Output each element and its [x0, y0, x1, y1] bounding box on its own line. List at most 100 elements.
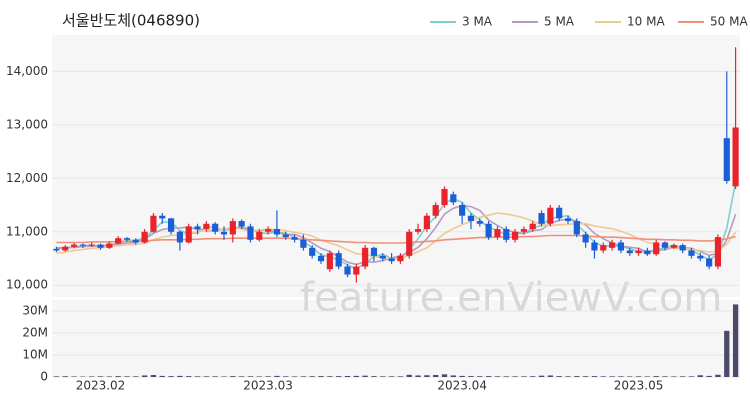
volume-bar: [521, 376, 527, 377]
volume-bar: [159, 375, 165, 377]
candle-body: [344, 266, 351, 275]
candle-body: [194, 226, 201, 230]
volume-bar: [150, 375, 157, 377]
volume-bar: [133, 376, 139, 377]
candle-body: [520, 229, 527, 232]
candle-body: [723, 138, 730, 181]
candle-body: [661, 242, 669, 248]
volume-bar: [556, 376, 562, 377]
volume-bar: [485, 376, 492, 377]
x-tick-label: 2023.03: [243, 379, 293, 393]
candle-body: [247, 226, 254, 240]
candle-body: [53, 248, 60, 251]
ma-line: [56, 212, 737, 260]
candle-body: [617, 242, 625, 251]
candle-body: [450, 194, 457, 203]
candle-body: [556, 207, 563, 219]
volume-bar: [397, 376, 404, 377]
candle-body: [485, 223, 492, 238]
volume-bar: [71, 376, 77, 377]
volume-tick-label: 30M: [22, 304, 48, 318]
volume-bar: [62, 376, 68, 377]
candle-body: [609, 242, 616, 248]
volume-bar: [371, 376, 377, 377]
legend-label: 3 MA: [462, 15, 493, 29]
candle-body: [379, 255, 386, 259]
candle-body: [97, 244, 104, 248]
candle-body: [388, 258, 395, 262]
candle-body: [573, 221, 580, 235]
candle-body: [141, 231, 148, 243]
candle-body: [644, 250, 651, 255]
candle-body: [159, 215, 166, 219]
volume-bar: [194, 376, 201, 377]
candle-body: [653, 242, 660, 255]
volume-bar: [177, 375, 183, 377]
volume-bar: [424, 375, 430, 377]
volume-bar: [256, 376, 262, 377]
volume-bar: [732, 304, 739, 377]
volume-bar: [688, 376, 695, 377]
volume-bar: [344, 376, 351, 377]
candle-body: [732, 127, 739, 187]
candle-body: [115, 238, 122, 244]
volume-bar: [530, 376, 536, 377]
volume-tick-label: 20M: [22, 326, 48, 340]
volume-bar: [380, 376, 386, 377]
candle-body: [265, 229, 272, 232]
volume-bar: [538, 375, 545, 377]
y-tick-label: 12,000: [6, 171, 48, 185]
x-tick-label: 2023.05: [614, 379, 664, 393]
y-tick-label: 10,000: [6, 278, 48, 292]
volume-bar: [318, 376, 324, 377]
volume-bar: [503, 376, 509, 377]
volume-bar: [724, 330, 730, 377]
candle-body: [353, 266, 360, 275]
candle-body: [256, 231, 263, 240]
price-panel: [52, 35, 740, 297]
candle-body: [635, 250, 642, 254]
volume-bar: [644, 376, 651, 377]
candle-body: [591, 242, 598, 251]
volume-bar: [89, 376, 95, 377]
volume-bar: [247, 376, 254, 377]
x-tick-label: 2023.04: [437, 379, 487, 393]
volume-bar: [680, 376, 686, 377]
volume-bar: [627, 376, 633, 377]
volume-bar: [291, 376, 298, 377]
candle-body: [467, 215, 475, 222]
volume-bar: [212, 376, 218, 377]
candle-body: [626, 250, 633, 254]
legend-label: 10 MA: [627, 15, 665, 29]
legend-label: 5 MA: [544, 15, 575, 29]
volume-bar: [415, 375, 421, 377]
volume-bar: [618, 376, 624, 377]
legend-label: 50 MA: [710, 15, 748, 29]
candle-body: [238, 221, 245, 227]
volume-bar: [230, 376, 236, 377]
candle-body: [670, 245, 677, 248]
candle-body: [62, 246, 69, 251]
volume-bar: [300, 376, 307, 377]
volume-tick-label: 0: [40, 370, 48, 384]
volume-bar: [388, 376, 395, 377]
candle-body: [459, 205, 466, 216]
y-tick-label: 11,000: [6, 224, 48, 238]
candle-body: [547, 207, 554, 224]
candle-body: [220, 231, 228, 235]
volume-bar: [186, 376, 192, 377]
candle-body: [167, 218, 175, 232]
candle-body: [212, 223, 219, 232]
candle-body: [706, 258, 713, 267]
volume-bar: [609, 376, 615, 377]
volume-bar: [124, 376, 130, 377]
volume-bar: [653, 376, 659, 377]
candle-body: [688, 250, 695, 256]
candle-body: [282, 234, 289, 238]
candle-body: [291, 237, 298, 240]
candle-body: [123, 238, 131, 240]
volume-bar: [582, 376, 589, 377]
volume-bar: [591, 376, 598, 377]
candle-body: [414, 229, 422, 232]
candle-body: [326, 253, 333, 270]
